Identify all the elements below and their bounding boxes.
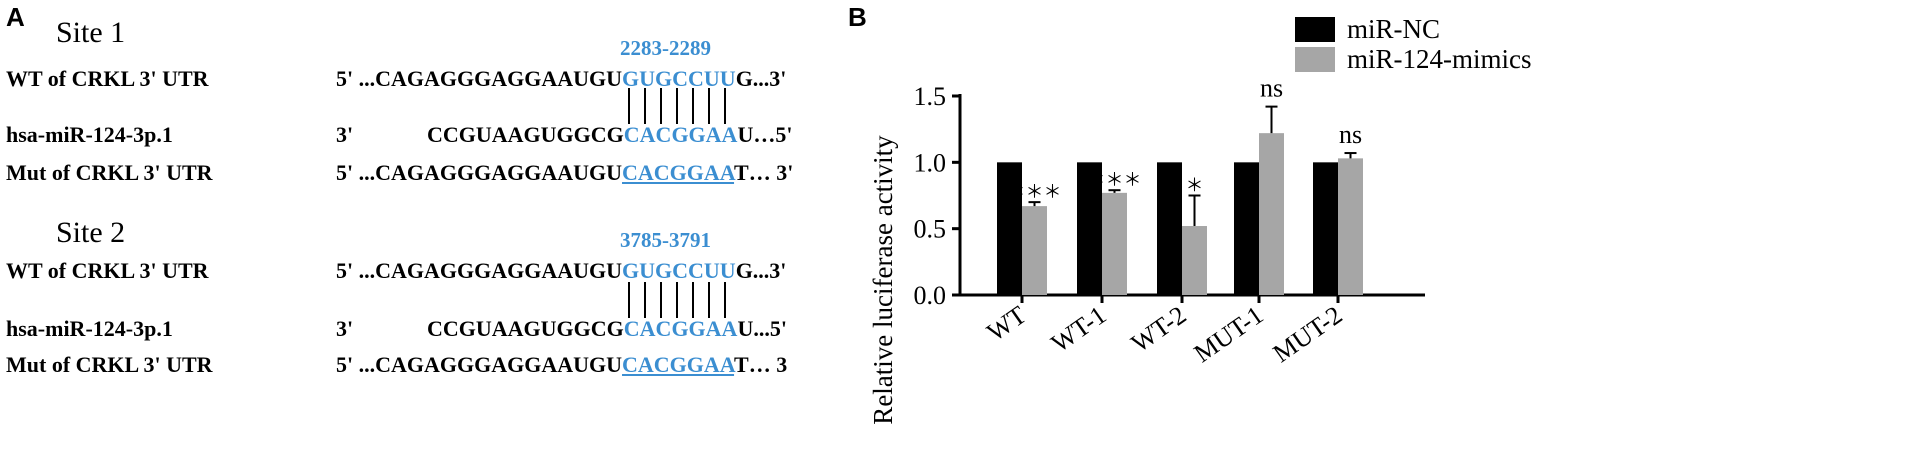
seq-suffix: G...3' [735,66,787,91]
site-1-wt-label: WT of CRKL 3' UTR [6,66,209,91]
site-1-mir-bases: CCGUAAGUGGCGCACGGAAU…5' [427,122,792,148]
significance-label: ＊＊＊ [1008,182,1062,202]
site-1-wt-sequence: 5' ...CAGAGGGAGGAAUGUGUGCCUUG...3' [336,66,786,92]
site-2-mir-label: hsa-miR-124-3p.1 [6,316,173,341]
bar-miR-NC [997,162,1022,295]
site-2-position: 3785-3791 [620,228,711,252]
bar-miR-NC [1234,162,1259,295]
mutated-region: CACGGAA [622,352,735,377]
seq-prefix: ...CAGAGGGAGGAAUGU [358,352,623,377]
x-tick-label: WT-1 [1046,300,1112,358]
site-2-wt-sequence: 5' ...CAGAGGGAGGAAUGUGUGCCUUG...3' [336,258,786,284]
seed-region: GUGCCUU [622,66,736,91]
seq-suffix: G...3' [735,258,787,283]
x-tick-label: MUT-1 [1189,300,1269,368]
strand-end: 5' [336,352,354,377]
bar-miR-NC [1313,162,1338,295]
seed-region: GUGCCUU [622,258,736,283]
bar-miR-124-mimics [1182,226,1207,295]
bar-miR-124-mimics [1022,206,1047,295]
strand-end: 3' [336,122,354,147]
seq-suffix: U…5' [737,122,793,147]
y-tick-label: 0.0 [914,281,947,310]
mutated-region: CACGGAA [622,160,735,185]
seq-prefix: CCGUAAGUGGCG [427,122,624,147]
y-tick-label: 1.0 [914,148,947,177]
site-1-position: 2283-2289 [620,36,711,60]
site-2-base-pairing [624,282,738,318]
site-1-mut-sequence: 5' ...CAGAGGGAGGAAUGUCACGGAAT… 3' [336,160,793,186]
legend-swatch-miR-NC [1295,17,1335,42]
seq-prefix: ...CAGAGGGAGGAAUGU [358,160,623,185]
x-tick-label: WT [982,300,1032,347]
seed-region: CACGGAA [623,316,738,341]
seq-prefix: CCGUAAGUGGCG [427,316,624,341]
site-2-mir-bases: CCGUAAGUGGCGCACGGAAU...5' [427,316,787,342]
seq-prefix: ...CAGAGGGAGGAAUGU [358,258,623,283]
seq-prefix: ...CAGAGGGAGGAAUGU [358,66,623,91]
strand-end: 5' [336,258,354,283]
y-axis-label: Relative luciferase activity [868,135,898,425]
strand-end: 3' [336,316,354,341]
site-1-mir-sequence: 3' [336,122,353,148]
site-1-mut-label: Mut of CRKL 3' UTR [6,160,213,185]
panel-b-label: B [848,2,867,32]
bar-miR-124-mimics [1259,133,1284,295]
legend-label: miR-NC [1347,14,1440,44]
y-tick-label: 0.5 [914,215,947,244]
legend-label: miR-124-mimics [1347,44,1532,74]
site-2-mut-label: Mut of CRKL 3' UTR [6,352,213,377]
site-1-base-pairing [624,88,738,124]
bar-miR-124-mimics [1338,158,1363,295]
x-tick-label: WT-2 [1126,300,1192,358]
site-2-title: Site 2 [56,216,126,249]
strand-end: 5' [336,66,354,91]
seq-suffix: U...5' [737,316,787,341]
luciferase-bar-chart: 0.0 0.5 1.0 1.5 Relative luciferase activity… [868,14,1532,425]
panel-a-label: A [6,2,25,32]
site-1-title: Site 1 [56,16,126,49]
x-tick-label: MUT-2 [1268,300,1348,368]
site-1-mir-label: hsa-miR-124-3p.1 [6,122,173,147]
strand-end: 5' [336,160,354,185]
legend-swatch-miR-124-mimics [1295,47,1335,72]
seed-region: CACGGAA [623,122,738,147]
significance-label: ＊＊＊ [1088,170,1142,190]
significance-label: ns [1339,120,1362,149]
bar-miR-NC [1077,162,1102,295]
bar-miR-124-mimics [1102,192,1127,295]
bar-miR-NC [1157,162,1182,295]
seq-suffix: T… 3 [734,352,788,377]
significance-label: ＊ [1186,176,1204,196]
y-tick-label: 1.5 [914,82,947,111]
significance-label: ns [1260,74,1283,103]
site-2-mut-sequence: 5' ...CAGAGGGAGGAAUGUCACGGAAT… 3 [336,352,787,378]
site-2-wt-label: WT of CRKL 3' UTR [6,258,209,283]
seq-suffix: T… 3' [734,160,794,185]
site-2-mir-sequence: 3' [336,316,353,342]
